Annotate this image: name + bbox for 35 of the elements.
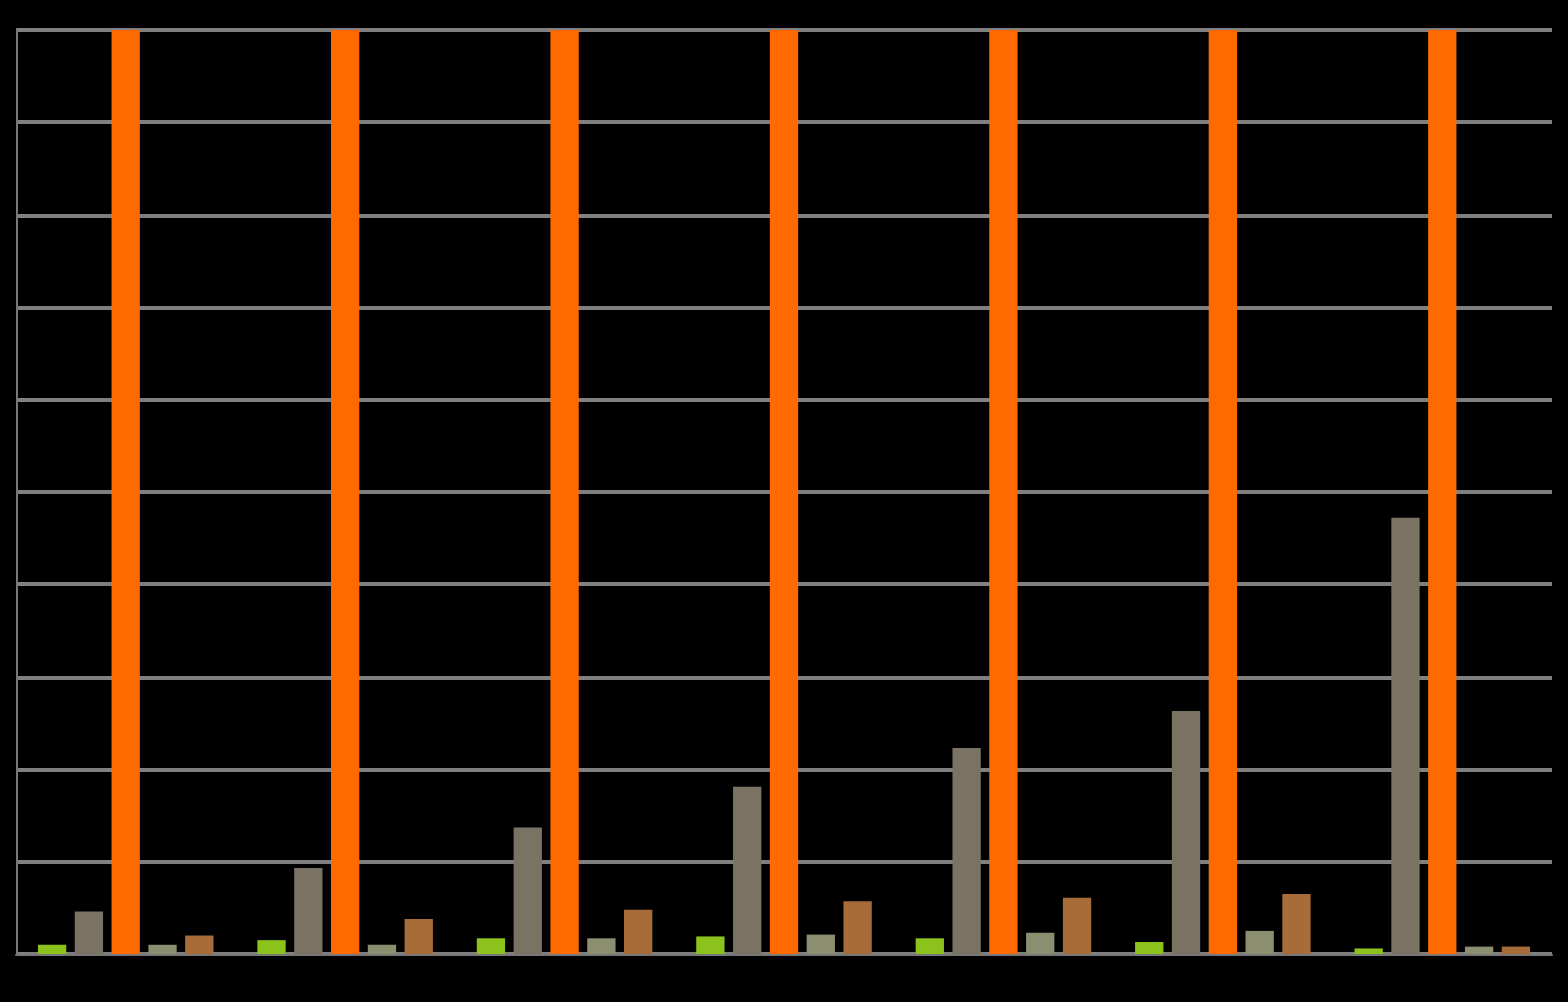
bar [624, 909, 653, 954]
bar [367, 944, 397, 954]
bar [1464, 946, 1494, 954]
bar [1428, 30, 1457, 954]
bar [37, 944, 67, 954]
bar [513, 827, 542, 954]
bar [843, 901, 872, 954]
bar [257, 940, 286, 954]
bar [74, 911, 104, 954]
bar [1245, 930, 1274, 954]
bar [806, 934, 835, 954]
bar [587, 938, 616, 954]
bar [733, 786, 762, 954]
bar [1062, 897, 1092, 954]
bar [1501, 946, 1531, 954]
bar [769, 30, 799, 954]
bar [185, 935, 214, 954]
bar [148, 944, 177, 954]
bar [1026, 932, 1055, 954]
bar [1354, 948, 1383, 954]
bar [1171, 710, 1201, 954]
bar [952, 747, 981, 954]
bar [404, 918, 433, 954]
bar [476, 938, 506, 954]
bar [111, 30, 140, 954]
bar [550, 30, 579, 954]
bar [989, 30, 1018, 954]
bar [1391, 517, 1420, 954]
bar [330, 30, 360, 954]
bar [1282, 893, 1311, 954]
bar [1135, 941, 1164, 954]
bar [1208, 30, 1238, 954]
bar [696, 936, 725, 954]
bar [915, 938, 944, 954]
bar [294, 868, 323, 954]
